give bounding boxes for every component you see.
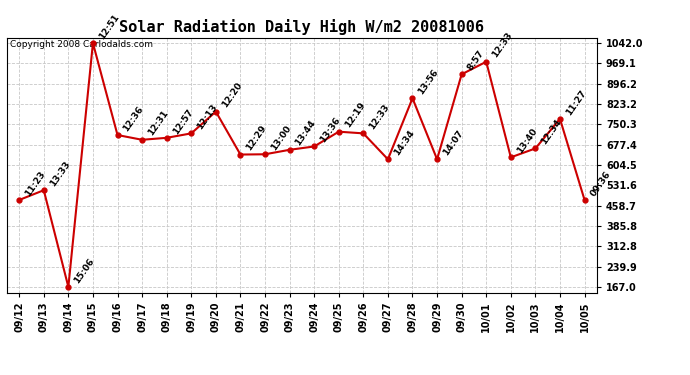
Text: 12:31: 12:31 — [146, 109, 170, 138]
Text: 14:07: 14:07 — [441, 128, 465, 157]
Text: Copyright 2008 Carlodalds.com: Copyright 2008 Carlodalds.com — [10, 40, 153, 49]
Text: 11:23: 11:23 — [23, 169, 47, 198]
Text: 12:33: 12:33 — [368, 103, 391, 131]
Text: 12:57: 12:57 — [171, 107, 195, 136]
Text: 12:36: 12:36 — [121, 104, 146, 133]
Text: 13:36: 13:36 — [318, 116, 342, 144]
Text: 11:27: 11:27 — [564, 88, 588, 117]
Title: Solar Radiation Daily High W/m2 20081006: Solar Radiation Daily High W/m2 20081006 — [119, 19, 484, 35]
Text: 14:34: 14:34 — [392, 128, 416, 157]
Text: 13:00: 13:00 — [269, 124, 293, 152]
Text: 12:29: 12:29 — [244, 124, 268, 152]
Text: 12:19: 12:19 — [343, 101, 367, 129]
Text: 13:56: 13:56 — [417, 68, 440, 96]
Text: 13:40: 13:40 — [515, 126, 539, 155]
Text: 13:44: 13:44 — [294, 119, 317, 148]
Text: 12:20: 12:20 — [220, 81, 244, 110]
Text: 13:33: 13:33 — [48, 159, 72, 188]
Text: 12:13: 12:13 — [195, 103, 219, 131]
Text: 12:34: 12:34 — [540, 117, 564, 146]
Text: 8:57: 8:57 — [466, 48, 486, 72]
Text: 12:51: 12:51 — [97, 12, 121, 41]
Text: 15:06: 15:06 — [72, 256, 96, 285]
Text: 12:33: 12:33 — [491, 31, 514, 60]
Text: 09:36: 09:36 — [589, 169, 613, 198]
